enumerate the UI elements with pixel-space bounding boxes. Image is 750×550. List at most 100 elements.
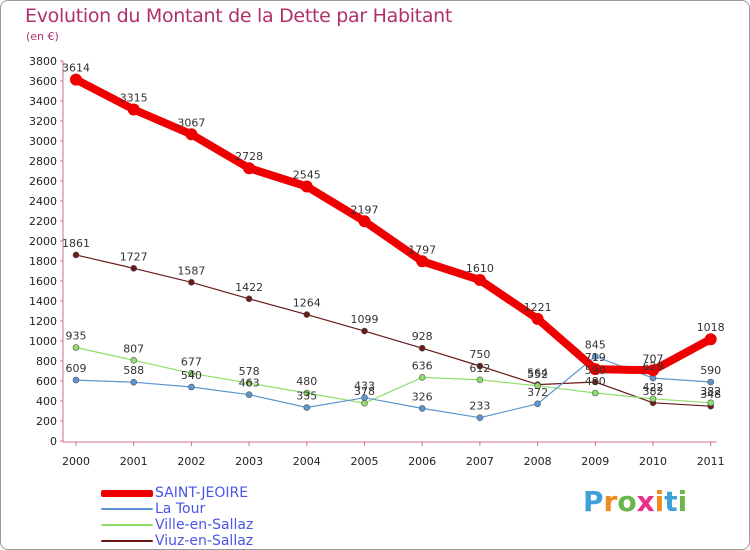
legend-swatch-la-tour bbox=[101, 508, 153, 510]
x-tick-label: 2007 bbox=[466, 455, 494, 468]
data-point-la-tour bbox=[361, 394, 368, 402]
data-label-ville-en-sallaz: 382 bbox=[700, 385, 721, 398]
x-tick-label: 2000 bbox=[62, 455, 90, 468]
data-point-saint-jeoire bbox=[416, 255, 429, 268]
data-label-saint-jeoire: 3315 bbox=[120, 92, 148, 105]
data-label-viuz-en-sallaz: 1727 bbox=[120, 250, 148, 263]
data-point-viuz-en-sallaz bbox=[361, 327, 368, 335]
data-label-saint-jeoire: 2728 bbox=[235, 150, 263, 163]
data-point-saint-jeoire bbox=[531, 312, 544, 325]
proxiti-logo: Proxiti bbox=[583, 485, 687, 518]
y-tick-label: 0 bbox=[50, 435, 57, 448]
data-label-viuz-en-sallaz: 590 bbox=[585, 364, 606, 377]
y-tick-label: 1800 bbox=[29, 255, 57, 268]
logo-letter: P bbox=[583, 485, 604, 518]
logo-letter: o bbox=[617, 485, 637, 518]
data-label-saint-jeoire: 2197 bbox=[351, 203, 379, 216]
y-tick-label: 2200 bbox=[29, 215, 57, 228]
data-point-la-tour bbox=[418, 405, 426, 412]
data-point-saint-jeoire bbox=[358, 215, 371, 228]
y-tick-label: 1600 bbox=[29, 275, 57, 288]
chart-axes: 0 200 400 600 800 1000 1200 1400 1600 1800 2000 220… bbox=[29, 55, 725, 468]
x-tick-label: 2008 bbox=[524, 455, 552, 468]
data-label-saint-jeoire: 1797 bbox=[408, 243, 436, 256]
data-point-ville-en-sallaz bbox=[707, 399, 715, 407]
x-tick-label: 2009 bbox=[581, 455, 609, 468]
y-tick-label: 1000 bbox=[29, 335, 57, 348]
data-point-ville-en-sallaz bbox=[245, 379, 253, 387]
data-label-la-tour: 609 bbox=[66, 362, 87, 375]
data-point-saint-jeoire bbox=[589, 363, 602, 376]
data-point-viuz-en-sallaz bbox=[303, 311, 311, 318]
data-label-la-tour: 233 bbox=[469, 400, 490, 413]
data-point-ville-en-sallaz bbox=[303, 389, 311, 397]
legend-label-viuz-en-sallaz: Viuz-en-Sallaz bbox=[155, 533, 254, 549]
data-label-la-tour: 540 bbox=[181, 369, 202, 382]
x-tick-label: 2010 bbox=[639, 455, 667, 468]
data-label-ville-en-sallaz: 636 bbox=[412, 359, 433, 372]
data-point-viuz-en-sallaz bbox=[476, 362, 484, 370]
data-label-viuz-en-sallaz: 1422 bbox=[235, 281, 263, 294]
chart-series bbox=[70, 73, 717, 422]
data-point-la-tour bbox=[476, 414, 484, 422]
x-tick-label: 2001 bbox=[120, 455, 148, 468]
data-label-ville-en-sallaz: 807 bbox=[123, 342, 144, 355]
y-tick-label: 2400 bbox=[29, 195, 57, 208]
data-point-saint-jeoire bbox=[70, 73, 82, 86]
data-label-la-tour: 463 bbox=[239, 377, 260, 390]
data-label-viuz-en-sallaz: 564 bbox=[527, 367, 548, 380]
legend-label-ville-en-sallaz: Ville-en-Sallaz bbox=[155, 517, 254, 533]
x-tick-label: 2004 bbox=[293, 455, 321, 468]
data-point-la-tour bbox=[245, 391, 253, 399]
y-tick-label: 3400 bbox=[29, 95, 57, 108]
data-point-viuz-en-sallaz bbox=[72, 251, 80, 259]
logo-letter: i bbox=[677, 485, 688, 518]
data-label-la-tour: 845 bbox=[585, 339, 606, 352]
x-tick-label: 2003 bbox=[235, 455, 263, 468]
data-point-viuz-en-sallaz bbox=[591, 378, 599, 386]
series-line-saint-jeoire bbox=[72, 75, 715, 375]
data-point-la-tour bbox=[534, 400, 541, 408]
legend-label-la-tour: La Tour bbox=[155, 501, 206, 517]
y-tick-label: 600 bbox=[36, 375, 57, 388]
data-label-ville-en-sallaz: 378 bbox=[354, 385, 375, 398]
x-tick-label: 2006 bbox=[408, 455, 436, 468]
y-tick-label: 2600 bbox=[29, 175, 57, 188]
data-label-la-tour: 590 bbox=[700, 364, 721, 377]
data-label-viuz-en-sallaz: 382 bbox=[643, 385, 664, 398]
data-point-ville-en-sallaz bbox=[534, 382, 541, 390]
data-point-ville-en-sallaz bbox=[361, 399, 368, 407]
data-label-la-tour: 629 bbox=[643, 360, 664, 373]
data-label-viuz-en-sallaz: 1861 bbox=[62, 237, 90, 250]
data-label-la-tour: 588 bbox=[123, 364, 144, 377]
data-label-ville-en-sallaz: 552 bbox=[527, 368, 548, 381]
data-label-viuz-en-sallaz: 1587 bbox=[177, 264, 205, 277]
data-label-saint-jeoire: 707 bbox=[643, 352, 664, 365]
data-label-ville-en-sallaz: 422 bbox=[643, 381, 664, 394]
data-label-saint-jeoire: 2545 bbox=[293, 169, 321, 182]
data-label-la-tour: 335 bbox=[296, 390, 317, 403]
data-point-ville-en-sallaz bbox=[188, 369, 195, 377]
data-point-la-tour bbox=[707, 378, 715, 386]
data-label-viuz-en-sallaz: 750 bbox=[469, 348, 490, 361]
chart-title: Evolution du Montant de la Dette par Hab… bbox=[25, 5, 453, 27]
data-point-la-tour bbox=[130, 378, 137, 386]
series-line-la-tour bbox=[75, 355, 712, 419]
x-tick-label: 2011 bbox=[697, 455, 725, 468]
data-label-saint-jeoire: 1610 bbox=[466, 262, 494, 275]
data-point-ville-en-sallaz bbox=[418, 374, 426, 381]
data-label-ville-en-sallaz: 677 bbox=[181, 355, 202, 368]
y-tick-label: 400 bbox=[36, 395, 57, 408]
y-tick-label: 1400 bbox=[29, 295, 57, 308]
data-label-saint-jeoire: 1221 bbox=[524, 301, 552, 314]
y-tick-label: 2800 bbox=[29, 155, 57, 168]
logo-letter: t bbox=[664, 485, 678, 518]
data-label-ville-en-sallaz: 480 bbox=[585, 375, 606, 388]
y-tick-label: 1200 bbox=[29, 315, 57, 328]
data-point-la-tour bbox=[188, 383, 195, 391]
data-label-la-tour: 372 bbox=[527, 386, 548, 399]
data-label-saint-jeoire: 3614 bbox=[62, 62, 90, 75]
